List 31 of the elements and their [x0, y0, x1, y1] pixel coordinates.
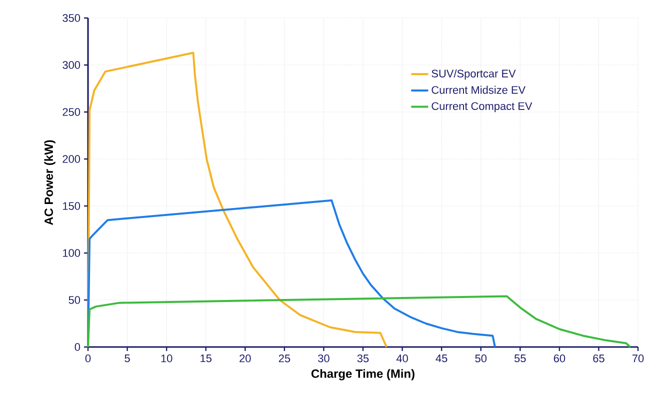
x-tick-label: 20	[240, 354, 251, 362]
line-series	[87, 52, 388, 348]
x-tick-label: 45	[436, 354, 448, 362]
x-tick-label: 70	[632, 354, 644, 362]
x-tick-label: 50	[475, 354, 487, 362]
y-axis-title: AC Power (kW)	[44, 140, 56, 226]
line-series	[87, 295, 632, 348]
line-series	[87, 199, 496, 348]
x-tick-label: 40	[396, 354, 408, 362]
x-tick-label: 5	[124, 354, 130, 362]
x-tick-label: 35	[357, 354, 369, 362]
x-tick-label: 65	[593, 354, 604, 362]
x-tick-label: 10	[161, 354, 172, 362]
x-tick-label: 55	[514, 354, 526, 362]
x-axis-title: Charge Time (Min)	[311, 369, 414, 380]
y-tick-label: 350	[62, 14, 80, 22]
y-tick-label: 150	[63, 202, 80, 210]
legend-label: Current Compact EV	[432, 102, 532, 112]
y-tick-label: 250	[62, 108, 80, 116]
y-tick-label: 0	[74, 343, 80, 351]
legend-label: SUV/Sportcar EV	[432, 69, 516, 80]
x-tick-label: 60	[554, 354, 566, 362]
y-tick-label: 200	[62, 155, 80, 163]
legend-label: Current Midsize EV	[432, 86, 526, 94]
x-tick-label: 15	[200, 354, 212, 362]
x-tick-label: 30	[318, 354, 330, 362]
y-tick-label: 50	[68, 296, 80, 304]
x-tick-label: 25	[278, 354, 290, 362]
y-tick-label: 300	[62, 61, 80, 69]
x-tick-label: 0	[85, 354, 91, 362]
y-tick-label: 100	[63, 249, 80, 257]
